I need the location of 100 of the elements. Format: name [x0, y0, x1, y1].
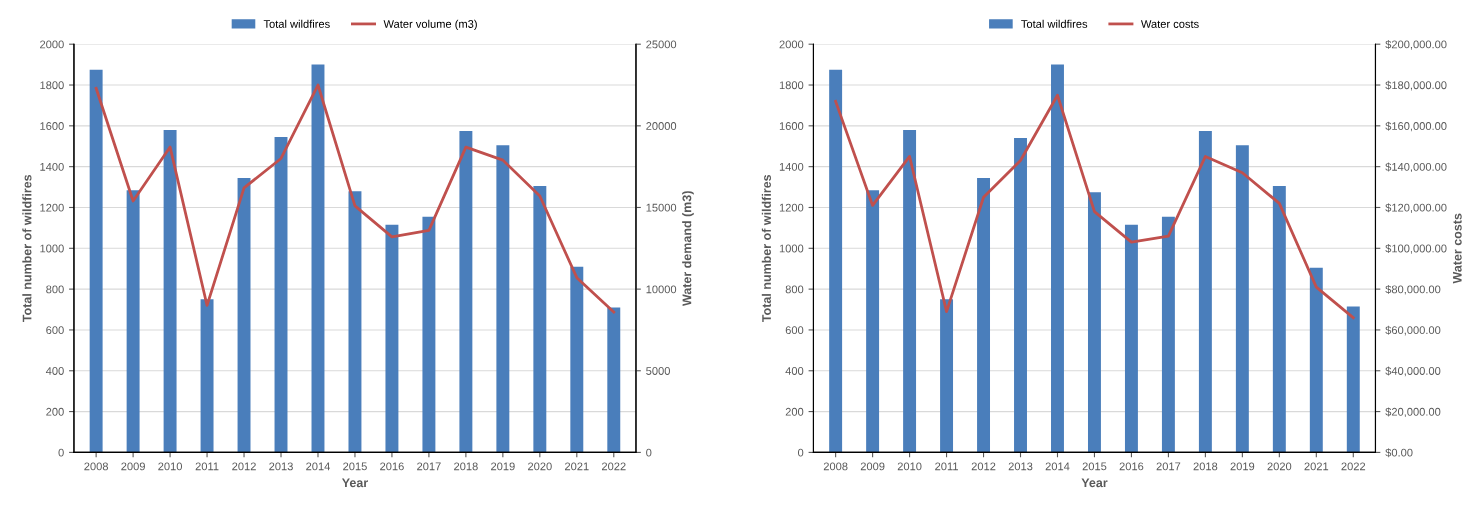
bar: [570, 266, 584, 453]
y-tick-label: 0: [58, 448, 64, 457]
bar: [1087, 192, 1101, 453]
y2-tick-label: $80,000.00: [1385, 284, 1441, 295]
x-tick-label: 2022: [601, 462, 626, 471]
bar: [829, 69, 843, 453]
bar: [1014, 138, 1027, 453]
y2-tick-label: 5000: [646, 367, 670, 375]
bar: [496, 145, 510, 453]
legend-label: Total wildfires: [1021, 19, 1088, 28]
x-axis-title: Year: [341, 478, 368, 488]
y-tick-label: 200: [785, 407, 804, 416]
y-tick-label: 1200: [40, 203, 64, 212]
y-tick-label: 1200: [779, 203, 804, 212]
y-tick-label: 1000: [779, 244, 804, 253]
bar: [940, 299, 954, 453]
bar: [1198, 130, 1212, 453]
y2-tick-label: $140,000.00: [1385, 162, 1447, 173]
bar: [200, 299, 214, 453]
y-tick-label: 400: [785, 367, 804, 375]
bar: [163, 129, 177, 453]
legend-label: Total wildfires: [263, 19, 330, 28]
y-axis-title: Total number of wildfires: [22, 174, 32, 322]
x-tick-label: 2020: [1267, 462, 1292, 471]
x-tick-label: 2010: [897, 462, 922, 471]
y-tick-label: 1600: [779, 122, 804, 130]
bar: [422, 216, 436, 453]
x-tick-label: 2012: [971, 462, 996, 471]
x-tick-label: 2014: [1045, 462, 1070, 471]
bar: [977, 177, 991, 453]
line-series: [94, 83, 616, 314]
x-tick-label: 2013: [1008, 462, 1033, 471]
bar: [1346, 306, 1360, 453]
bar: [385, 224, 399, 453]
x-tick-label: 2019: [1230, 462, 1255, 471]
x-tick-label: 2021: [1304, 462, 1329, 471]
x-tick-label: 2015: [343, 462, 367, 471]
legend-label: Water volume (m3): [383, 19, 477, 31]
x-tick-label: 2009: [121, 462, 145, 471]
y-tick-label: 1800: [40, 81, 64, 90]
x-tick-label: 2018: [454, 462, 478, 471]
x-tick-label: 2017: [1156, 462, 1181, 471]
bar: [1235, 145, 1249, 453]
x-tick-label: 2017: [417, 462, 441, 471]
y-tick-label: 400: [45, 367, 64, 375]
y-tick-label: 200: [46, 407, 64, 416]
y2-tick-label: 10000: [646, 285, 677, 294]
x-tick-label: 2016: [380, 462, 404, 471]
x-tick-label: 2008: [84, 462, 109, 471]
x-axis-title: Year: [1081, 478, 1108, 488]
x-tick-label: 2012: [232, 462, 256, 471]
bar: [459, 130, 473, 453]
bar: [126, 190, 140, 453]
y-axis-title: Total number of wildfires: [761, 174, 771, 322]
x-tick-label: 2021: [565, 462, 589, 471]
y-tick-label: 1000: [40, 244, 64, 253]
bar: [237, 177, 251, 453]
y2-tick-label: $0.00: [1385, 448, 1413, 458]
x-tick-label: 2009: [860, 462, 885, 471]
x-tick-label: 2018: [1193, 462, 1218, 471]
bar: [1272, 186, 1286, 453]
x-tick-label: 2015: [1082, 462, 1107, 471]
y-tick-label: 1800: [779, 81, 804, 90]
y2-tick-label: $100,000.00: [1385, 244, 1447, 254]
x-tick-label: 2019: [491, 462, 515, 471]
x-tick-label: 2014: [306, 462, 331, 471]
y2-tick-label: $40,000.00: [1385, 366, 1441, 377]
bar: [311, 64, 325, 453]
bar: [533, 186, 547, 453]
y2-tick-label: $20,000.00: [1385, 407, 1441, 418]
bar: [903, 129, 917, 453]
y2-tick-label: 0: [646, 448, 652, 457]
y2-tick-label: $120,000.00: [1385, 203, 1447, 213]
y2-tick-label: $180,000.00: [1385, 80, 1447, 91]
bar: [1309, 267, 1323, 453]
y2-tick-label: 20000: [646, 122, 677, 130]
x-tick-label: 2020: [528, 462, 552, 471]
y2-tick-label: $160,000.00: [1385, 121, 1447, 132]
legend-label: Water costs: [1140, 20, 1199, 28]
y-tick-label: 1400: [779, 162, 804, 171]
y2-tick-label: 15000: [646, 203, 677, 212]
y2-tick-label: 25000: [646, 40, 677, 49]
y-tick-label: 0: [797, 448, 804, 457]
bar: [607, 307, 621, 453]
x-tick-label: 2008: [823, 462, 848, 471]
bar: [89, 69, 103, 453]
x-tick-label: 2011: [935, 462, 958, 471]
y-tick-label: 800: [785, 285, 804, 294]
bar: [1051, 64, 1064, 453]
x-tick-label: 2013: [269, 462, 293, 471]
line-series: [834, 93, 1355, 320]
y2-tick-label: $60,000.00: [1385, 325, 1441, 336]
y-tick-label: 2000: [40, 40, 64, 49]
bar: [866, 190, 880, 453]
y-tick-label: 800: [46, 285, 64, 294]
x-tick-label: 2022: [1341, 462, 1366, 471]
bar: [348, 191, 362, 453]
x-tick-label: 2011: [195, 462, 219, 471]
x-tick-label: 2010: [158, 462, 183, 471]
y-tick-label: 600: [46, 326, 64, 335]
